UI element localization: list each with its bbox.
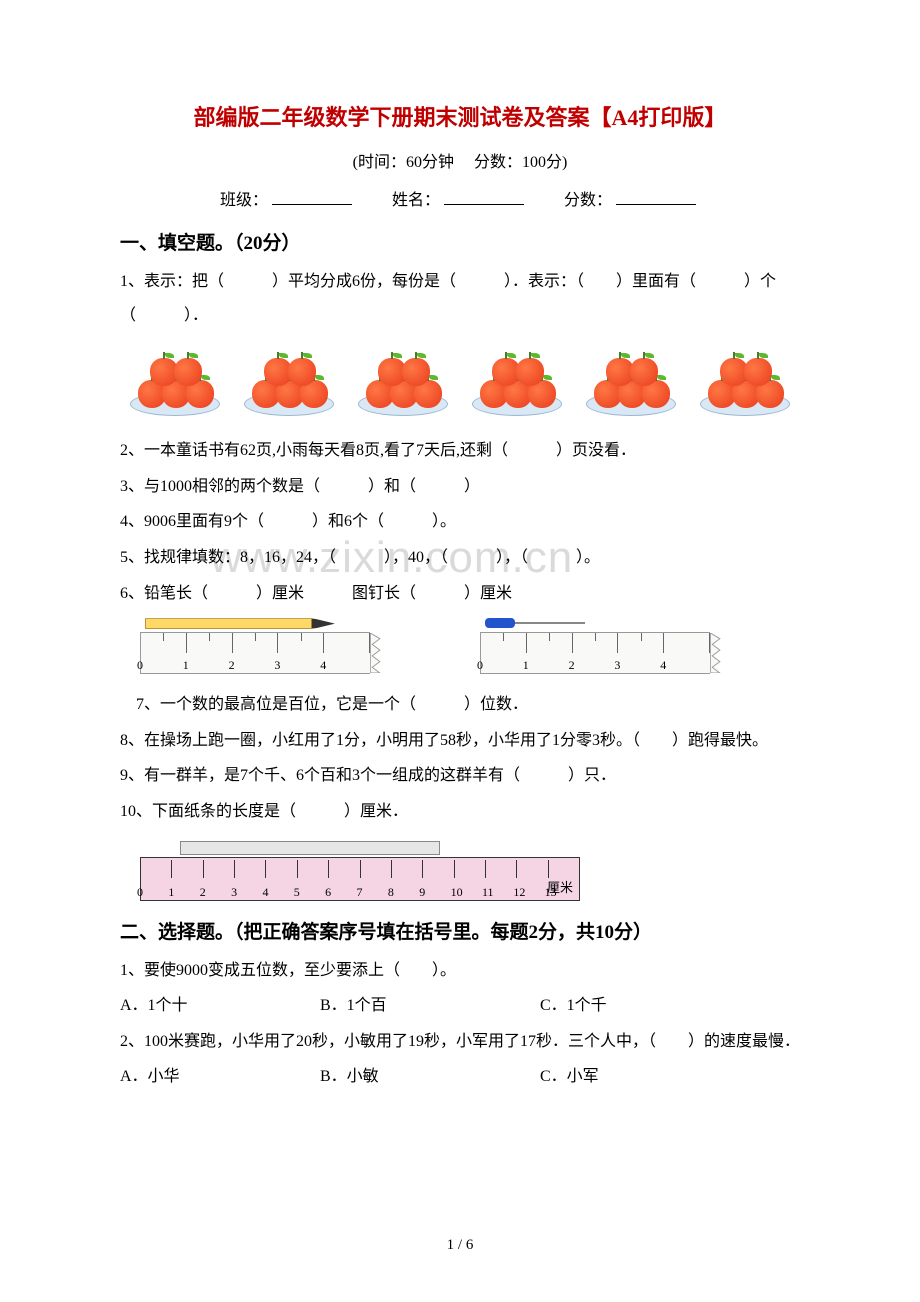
question-10: 10、下面纸条的长度是（ ）厘米．: [120, 795, 800, 829]
pencil-ruler: 0 1 2 3 4: [140, 618, 370, 674]
tick-label: 9: [419, 885, 425, 900]
choice-c: C．小军: [540, 1060, 800, 1094]
tick-label: 8: [388, 885, 394, 900]
question-5: 5、找规律填数：8，16，24，（ ），40，（ ），（ ）。: [120, 541, 800, 575]
section-1-header: 一、填空题。（20分）: [120, 228, 800, 255]
apple-plate: [130, 346, 220, 416]
question-6: 6、铅笔长（ ）厘米 图钉长（ ）厘米: [120, 577, 800, 611]
question-9: 9、有一群羊，是7个千、6个百和3个一组成的这群羊有（ ）只．: [120, 759, 800, 793]
question-3: 3、与1000相邻的两个数是（ ）和（ ）: [120, 470, 800, 504]
apple-plate: [358, 346, 448, 416]
tick-label: 0: [137, 885, 143, 900]
apple-plate: [472, 346, 562, 416]
tick-label: 10: [451, 885, 463, 900]
tick-label: 11: [482, 885, 494, 900]
name-blank[interactable]: [444, 204, 524, 205]
tick-label: 1: [523, 658, 529, 673]
apples-figure: [120, 346, 800, 416]
choice-b: B．小敏: [320, 1060, 540, 1094]
tick-label: 3: [274, 658, 280, 673]
tick-label: 2: [200, 885, 206, 900]
class-blank[interactable]: [272, 204, 352, 205]
tick-label: 4: [660, 658, 666, 673]
page-title: 部编版二年级数学下册期末测试卷及答案【A4打印版】: [120, 100, 800, 132]
choice-a: A．小华: [120, 1060, 320, 1094]
tick-label: 7: [357, 885, 363, 900]
score-blank[interactable]: [616, 204, 696, 205]
tick-label: 3: [231, 885, 237, 900]
tick-label: 0: [477, 658, 483, 673]
tick-label: 2: [569, 658, 575, 673]
choice-b: B．1个百: [320, 989, 540, 1023]
tick-label: 4: [262, 885, 268, 900]
tick-label: 2: [229, 658, 235, 673]
tick-label: 1: [168, 885, 174, 900]
choice-a: A．1个十: [120, 989, 320, 1023]
tick-label: 3: [614, 658, 620, 673]
page-number: 1 / 6: [447, 1237, 474, 1254]
question-4: 4、9006里面有9个（ ）和6个（ ）。: [120, 505, 800, 539]
paper-strip: [180, 841, 440, 855]
question-1: 1、表示：把（ ）平均分成6份，每份是（ ）．表示：（ ）里面有（ ）个（ ）．: [120, 265, 800, 332]
score-label: 分数：: [564, 192, 612, 209]
tick-label: 4: [320, 658, 326, 673]
mc-2-choices: A．小华 B．小敏 C．小军: [120, 1060, 800, 1094]
question-7: 7、一个数的最高位是百位，它是一个（ ）位数．: [120, 688, 800, 722]
choice-c: C．1个千: [540, 989, 800, 1023]
cm-label: 厘米: [547, 877, 573, 896]
mc-question-2: 2、100米赛跑，小华用了20秒，小敏用了19秒，小军用了17秒．三个人中，（ …: [120, 1025, 800, 1059]
class-label: 班级：: [220, 192, 268, 209]
tick-label: 12: [513, 885, 525, 900]
question-8: 8、在操场上跑一圈，小红用了1分，小明用了58秒，小华用了1分零3秒。（ ）跑得…: [120, 724, 800, 758]
info-line: 班级： 姓名： 分数：: [120, 186, 800, 210]
section-2-header: 二、选择题。（把正确答案序号填在括号里。每题2分，共10分）: [120, 917, 800, 944]
strip-figure: 0 1 2 3 4 5 6 7 8 9 10 11 12 13 厘米: [140, 841, 800, 901]
apple-plate: [586, 346, 676, 416]
pin-icon: [485, 618, 585, 628]
pencil-icon: [145, 618, 335, 629]
tick-label: 0: [137, 658, 143, 673]
name-label: 姓名：: [392, 192, 440, 209]
subtitle: (时间：60分钟 分数：100分): [120, 148, 800, 172]
tick-label: 6: [325, 885, 331, 900]
mc-1-choices: A．1个十 B．1个百 C．1个千: [120, 989, 800, 1023]
big-ruler: 0 1 2 3 4 5 6 7 8 9 10 11 12 13 厘米: [140, 857, 580, 901]
mc-question-1: 1、要使9000变成五位数，至少要添上（ ）。: [120, 954, 800, 988]
ruler-figures: 0 1 2 3 4 0 1 2 3 4: [140, 618, 800, 674]
tick-label: 5: [294, 885, 300, 900]
pin-ruler: 0 1 2 3 4: [480, 618, 710, 674]
apple-plate: [700, 346, 790, 416]
question-2: 2、一本童话书有62页,小雨每天看8页,看了7天后,还剩（ ）页没看．: [120, 434, 800, 468]
apple-plate: [244, 346, 334, 416]
tick-label: 1: [183, 658, 189, 673]
